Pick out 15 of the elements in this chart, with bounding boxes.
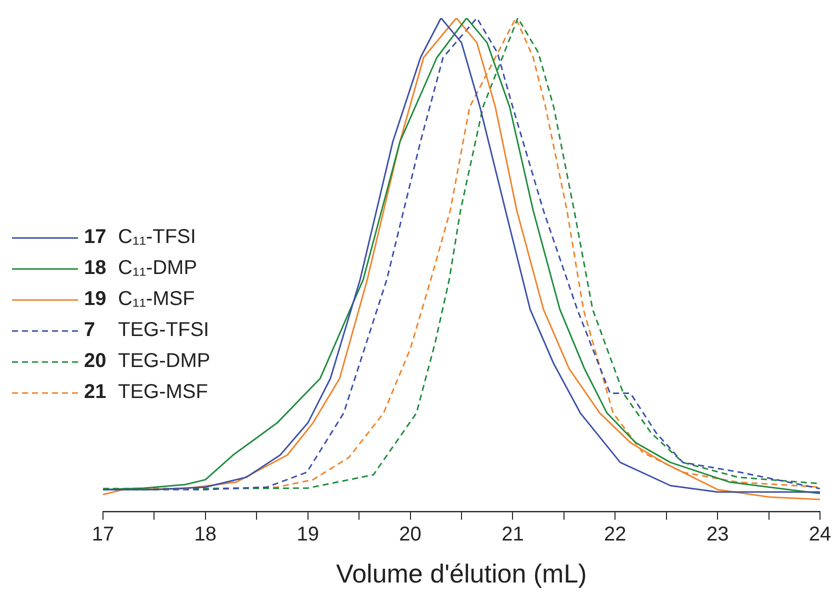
x-tick-label: 24 [808, 523, 832, 546]
x-tick-label: 20 [399, 523, 422, 546]
x-tick-label: 17 [92, 523, 114, 546]
x-tick-label: 18 [194, 523, 217, 546]
legend-label: 7 TEG-TFSI [84, 319, 210, 342]
x-tick-label: 22 [604, 523, 626, 546]
x-axis-title: Volume d'élution (mL) [336, 558, 587, 589]
x-tick-label: 19 [296, 523, 319, 546]
legend-label: 18 C₁₁-DMP [84, 257, 198, 280]
legend-label: 20 TEG-DMP [84, 350, 210, 373]
x-tick-label: 23 [706, 523, 729, 546]
legend-label: 17 C₁₁-TFSI [84, 226, 196, 249]
legend-label: 19 C₁₁-MSF [84, 288, 195, 311]
legend-label: 21 TEG-MSF [84, 381, 208, 404]
x-tick-label: 21 [502, 523, 524, 546]
